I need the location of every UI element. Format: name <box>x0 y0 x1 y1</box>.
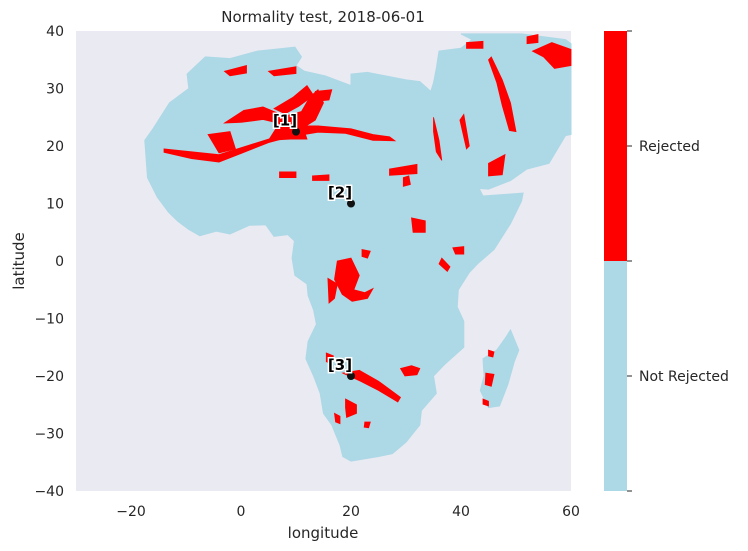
marker-label: [3] <box>328 356 352 374</box>
y-tick-label: 0 <box>55 254 64 270</box>
y-tick-label: 30 <box>46 82 64 98</box>
rejected-region <box>402 175 411 187</box>
rejected-region <box>399 365 421 377</box>
y-tick-labels: −40 −30 −20 −10 0 10 20 30 40 <box>34 24 64 500</box>
rejected-region <box>526 34 539 45</box>
rejected-region <box>438 257 451 273</box>
rejected-region <box>363 421 371 429</box>
rejected-region <box>163 125 397 163</box>
marker-point <box>347 372 355 380</box>
y-tick-label: 10 <box>46 197 64 213</box>
rejected-region <box>334 257 374 302</box>
y-axis-label: latitude <box>10 232 28 290</box>
rejected-region <box>484 372 495 387</box>
y-tick-label: −40 <box>34 484 64 500</box>
rejected-region <box>267 122 308 141</box>
marker-label: [2] <box>328 184 352 202</box>
rejected-region <box>466 40 484 49</box>
rejected-region <box>411 217 426 233</box>
rejected-region <box>341 369 402 403</box>
colorbar-label: Rejected <box>639 139 700 155</box>
chart-title: Normality test, 2018-06-01 <box>221 8 424 26</box>
marker-point <box>347 199 355 208</box>
x-tick-label: 60 <box>562 504 580 520</box>
y-tick-label: 20 <box>46 139 64 155</box>
x-tick-label: −20 <box>116 504 146 520</box>
rejected-region <box>267 66 297 77</box>
rejected-region <box>433 117 443 161</box>
rejected-region <box>325 352 334 366</box>
colorbar: Not Rejected Rejected <box>604 30 729 492</box>
madagascar-not-rejected <box>479 328 520 409</box>
x-tick-labels: −20 0 20 40 60 <box>116 504 580 520</box>
colorbar-rejected <box>604 31 627 261</box>
rejected-region <box>488 56 517 133</box>
colorbar-not-rejected <box>604 261 627 491</box>
y-tick-label: −20 <box>34 369 64 385</box>
marker-label: [1] <box>273 112 297 130</box>
rejected-region <box>207 131 237 154</box>
rejected-region <box>223 64 247 77</box>
rejected-region <box>273 85 315 115</box>
x-tick-label: 20 <box>342 504 360 520</box>
rejected-region <box>459 113 470 150</box>
rejected-region <box>389 163 418 176</box>
x-tick-label: 0 <box>237 504 246 520</box>
rejected-region <box>279 171 297 179</box>
x-tick-label: 40 <box>452 504 470 520</box>
rejected-region <box>334 412 341 425</box>
rejected-region <box>488 349 495 358</box>
colorbar-label: Not Rejected <box>639 369 729 385</box>
rejected-region <box>312 174 330 181</box>
rejected-region <box>531 42 572 69</box>
rejected-region <box>361 249 371 259</box>
y-tick-label: 40 <box>46 24 64 40</box>
rejected-region <box>452 246 465 255</box>
marker-layer: [1] [2] [3] <box>271 110 355 380</box>
x-axis-label: longitude <box>288 524 359 542</box>
y-tick-label: −10 <box>34 312 64 328</box>
rejected-region <box>488 153 506 177</box>
map-layer <box>144 33 572 462</box>
y-tick-label: −30 <box>34 427 64 443</box>
rejected-region <box>482 398 489 407</box>
rejected-region <box>327 277 338 304</box>
marker-point <box>292 127 300 136</box>
rejected-region <box>345 398 357 418</box>
rejected-region <box>314 89 333 102</box>
